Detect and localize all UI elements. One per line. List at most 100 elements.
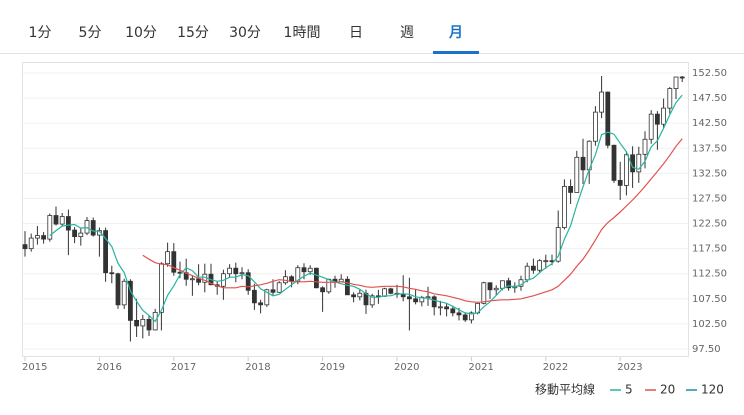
y-tick-label: 122.50 (692, 219, 727, 230)
candle-body (59, 216, 65, 225)
plot-frame (22, 62, 689, 357)
candle-body (456, 312, 462, 316)
candle-body (171, 251, 177, 273)
candle-body (121, 280, 127, 306)
y-tick-label: 152.50 (692, 68, 727, 79)
candle-body (580, 156, 586, 171)
y-tick-label: 142.50 (692, 118, 727, 129)
candle-body (648, 113, 654, 140)
x-tick-label: 2019 (320, 362, 345, 373)
candle-body (543, 260, 549, 263)
x-tick-label: 2016 (96, 362, 121, 373)
legend-title: 移動平均線 (535, 382, 595, 397)
candle-body (258, 302, 264, 306)
candle-body (624, 154, 629, 186)
candle-body (611, 144, 617, 181)
candle-body (593, 111, 598, 142)
candle-body (320, 287, 326, 293)
candle-body (326, 278, 332, 293)
candle-body (369, 295, 375, 306)
candle-body (499, 280, 505, 289)
candle-body (313, 267, 319, 289)
y-tick-label: 107.50 (692, 294, 727, 305)
candle-body (115, 273, 121, 306)
tab[interactable]: 10分 (125, 25, 157, 41)
candle-body (444, 306, 450, 310)
tab[interactable]: 5分 (79, 25, 102, 41)
tab[interactable]: 1時間 (284, 25, 321, 41)
x-tick-label: 2018 (245, 362, 270, 373)
candle-body (251, 289, 257, 304)
candle-body (78, 232, 84, 237)
candle-body (493, 287, 499, 291)
x-tick-label: 2020 (394, 362, 419, 373)
candle-body (227, 267, 233, 275)
candle-body (22, 244, 28, 250)
y-tick-label: 137.50 (692, 143, 727, 154)
candle-body (28, 237, 34, 250)
candle-body (667, 88, 673, 109)
tab[interactable]: 日 (349, 25, 363, 41)
candle-body (233, 267, 239, 275)
candle-body (72, 229, 77, 237)
y-tick-label: 102.50 (692, 319, 727, 330)
candle-body (84, 220, 90, 234)
candle-body (276, 282, 282, 293)
candle-body (66, 216, 71, 231)
y-tick-label: 112.50 (692, 269, 727, 280)
candle-body (245, 272, 251, 291)
tab[interactable]: 週 (400, 25, 414, 41)
candle-body (437, 306, 443, 309)
candle-body (617, 179, 623, 186)
candle-body (531, 265, 536, 271)
tab[interactable]: 1分 (29, 25, 52, 41)
x-tick-label: 2021 (468, 362, 493, 373)
candle-body (642, 138, 648, 155)
candle-body (450, 308, 456, 314)
x-tick-label: 2015 (22, 362, 47, 373)
candle-body (357, 292, 363, 298)
candle-body (301, 267, 307, 273)
x-tick-label: 2023 (617, 362, 642, 373)
y-tick-label: 127.50 (692, 193, 727, 204)
candle-body (388, 288, 394, 294)
tab[interactable]: 30分 (229, 25, 261, 41)
candle-body (289, 276, 295, 282)
y-tick-label: 132.50 (692, 168, 727, 179)
candle-body (109, 272, 115, 275)
candle-body (673, 76, 679, 89)
candle-body (568, 186, 573, 193)
candle-body (382, 288, 388, 297)
candle-body (555, 227, 561, 262)
candle-body (524, 265, 530, 281)
candle-body (351, 294, 357, 298)
candle-body (307, 267, 313, 273)
legend-label: 20 (660, 383, 675, 397)
y-tick-label: 117.50 (692, 244, 727, 255)
candle-body (158, 263, 164, 313)
candle-body (506, 280, 512, 289)
y-tick-label: 97.50 (692, 344, 721, 355)
y-tick-label: 147.50 (692, 93, 727, 104)
candle-body (431, 296, 437, 308)
tab[interactable]: 月 (448, 25, 463, 41)
candle-body (406, 296, 412, 300)
moving-average-line (142, 138, 683, 303)
candle-body (574, 156, 580, 193)
tab[interactable]: 15分 (177, 25, 209, 41)
x-tick-label: 2022 (543, 362, 568, 373)
candle-body (146, 318, 152, 331)
candle-body (679, 76, 685, 79)
candle-body (35, 235, 40, 239)
candle-body (134, 319, 140, 327)
candle-body (413, 298, 419, 303)
candle-body (127, 280, 133, 321)
candle-body (270, 289, 276, 293)
candle-body (140, 318, 146, 327)
active-tab-underline (433, 51, 479, 54)
candle-body (53, 215, 59, 225)
candle-body (487, 282, 493, 291)
candle-body (599, 91, 604, 113)
candle-body (636, 153, 642, 173)
